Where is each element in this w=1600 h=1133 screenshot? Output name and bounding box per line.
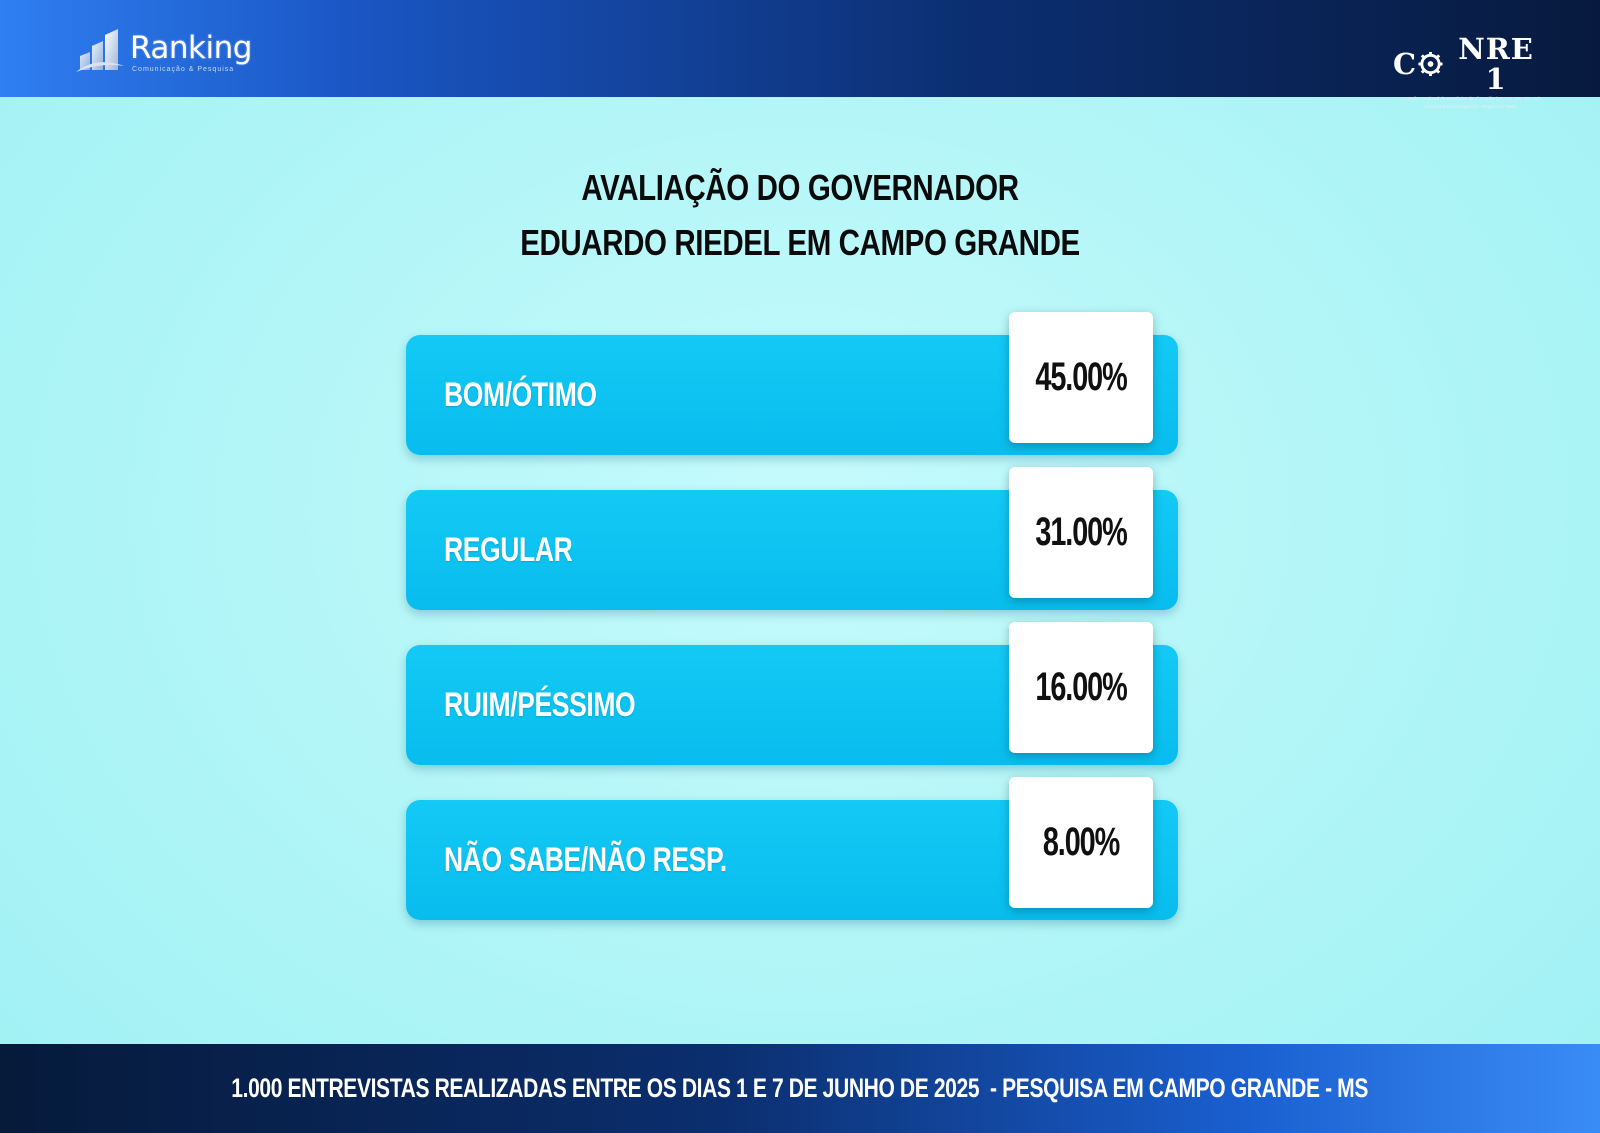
ranking-logo: Ranking Comunicação & Pesquisa: [76, 22, 252, 74]
building-chart-icon: [76, 29, 124, 72]
rating-bar-label: REGULAR: [444, 531, 573, 569]
rating-value-label: 16.00%: [1035, 665, 1127, 709]
rating-value-box: 8.00%: [1009, 777, 1153, 908]
rating-value-label: 31.00%: [1035, 510, 1127, 554]
rating-bar-label: BOM/ÓTIMO: [444, 376, 597, 414]
rating-bar-label: NÃO SABE/NÃO RESP.: [444, 841, 727, 879]
conre-logo-subtitle-1: Conselho Regional de Estatística da 1ª R…: [1400, 96, 1541, 101]
rating-value-box: 31.00%: [1009, 467, 1153, 598]
rating-value-box: 16.00%: [1009, 622, 1153, 753]
ranking-logo-name: Ranking: [130, 30, 252, 66]
chart-title-line-2: EDUARDO RIEDEL EM CAMPO GRANDE: [520, 222, 1080, 263]
rating-value-label: 45.00%: [1035, 355, 1127, 399]
conre-logo-subtitle-2: Ranking Brasil Inteligência - Registro N…: [1424, 103, 1517, 109]
rating-bar-label: RUIM/PÉSSIMO: [444, 686, 636, 724]
footer-text: 1.000 ENTREVISTAS REALIZADAS ENTRE OS DI…: [231, 1073, 1369, 1103]
conre-logo-wordmark: C NRE 1: [1393, 32, 1534, 96]
rating-value-box: 45.00%: [1009, 312, 1153, 443]
ranking-logo-tagline: Comunicação & Pesquisa: [132, 66, 235, 73]
chart-title-line-1: AVALIAÇÃO DO GOVERNADOR: [581, 167, 1019, 208]
footer-banner: 1.000 ENTREVISTAS REALIZADAS ENTRE OS DI…: [0, 1044, 1600, 1133]
gear-icon: [1418, 51, 1443, 77]
chart-title: AVALIAÇÃO DO GOVERNADOR EDUARDO RIEDEL E…: [0, 160, 1600, 270]
header-banner: Ranking Comunicação & Pesquisa C: [0, 0, 1600, 109]
rating-value-label: 8.00%: [1042, 820, 1120, 864]
conre-logo: C NRE 1 Conselho Regional de Estatística…: [1393, 34, 1548, 109]
